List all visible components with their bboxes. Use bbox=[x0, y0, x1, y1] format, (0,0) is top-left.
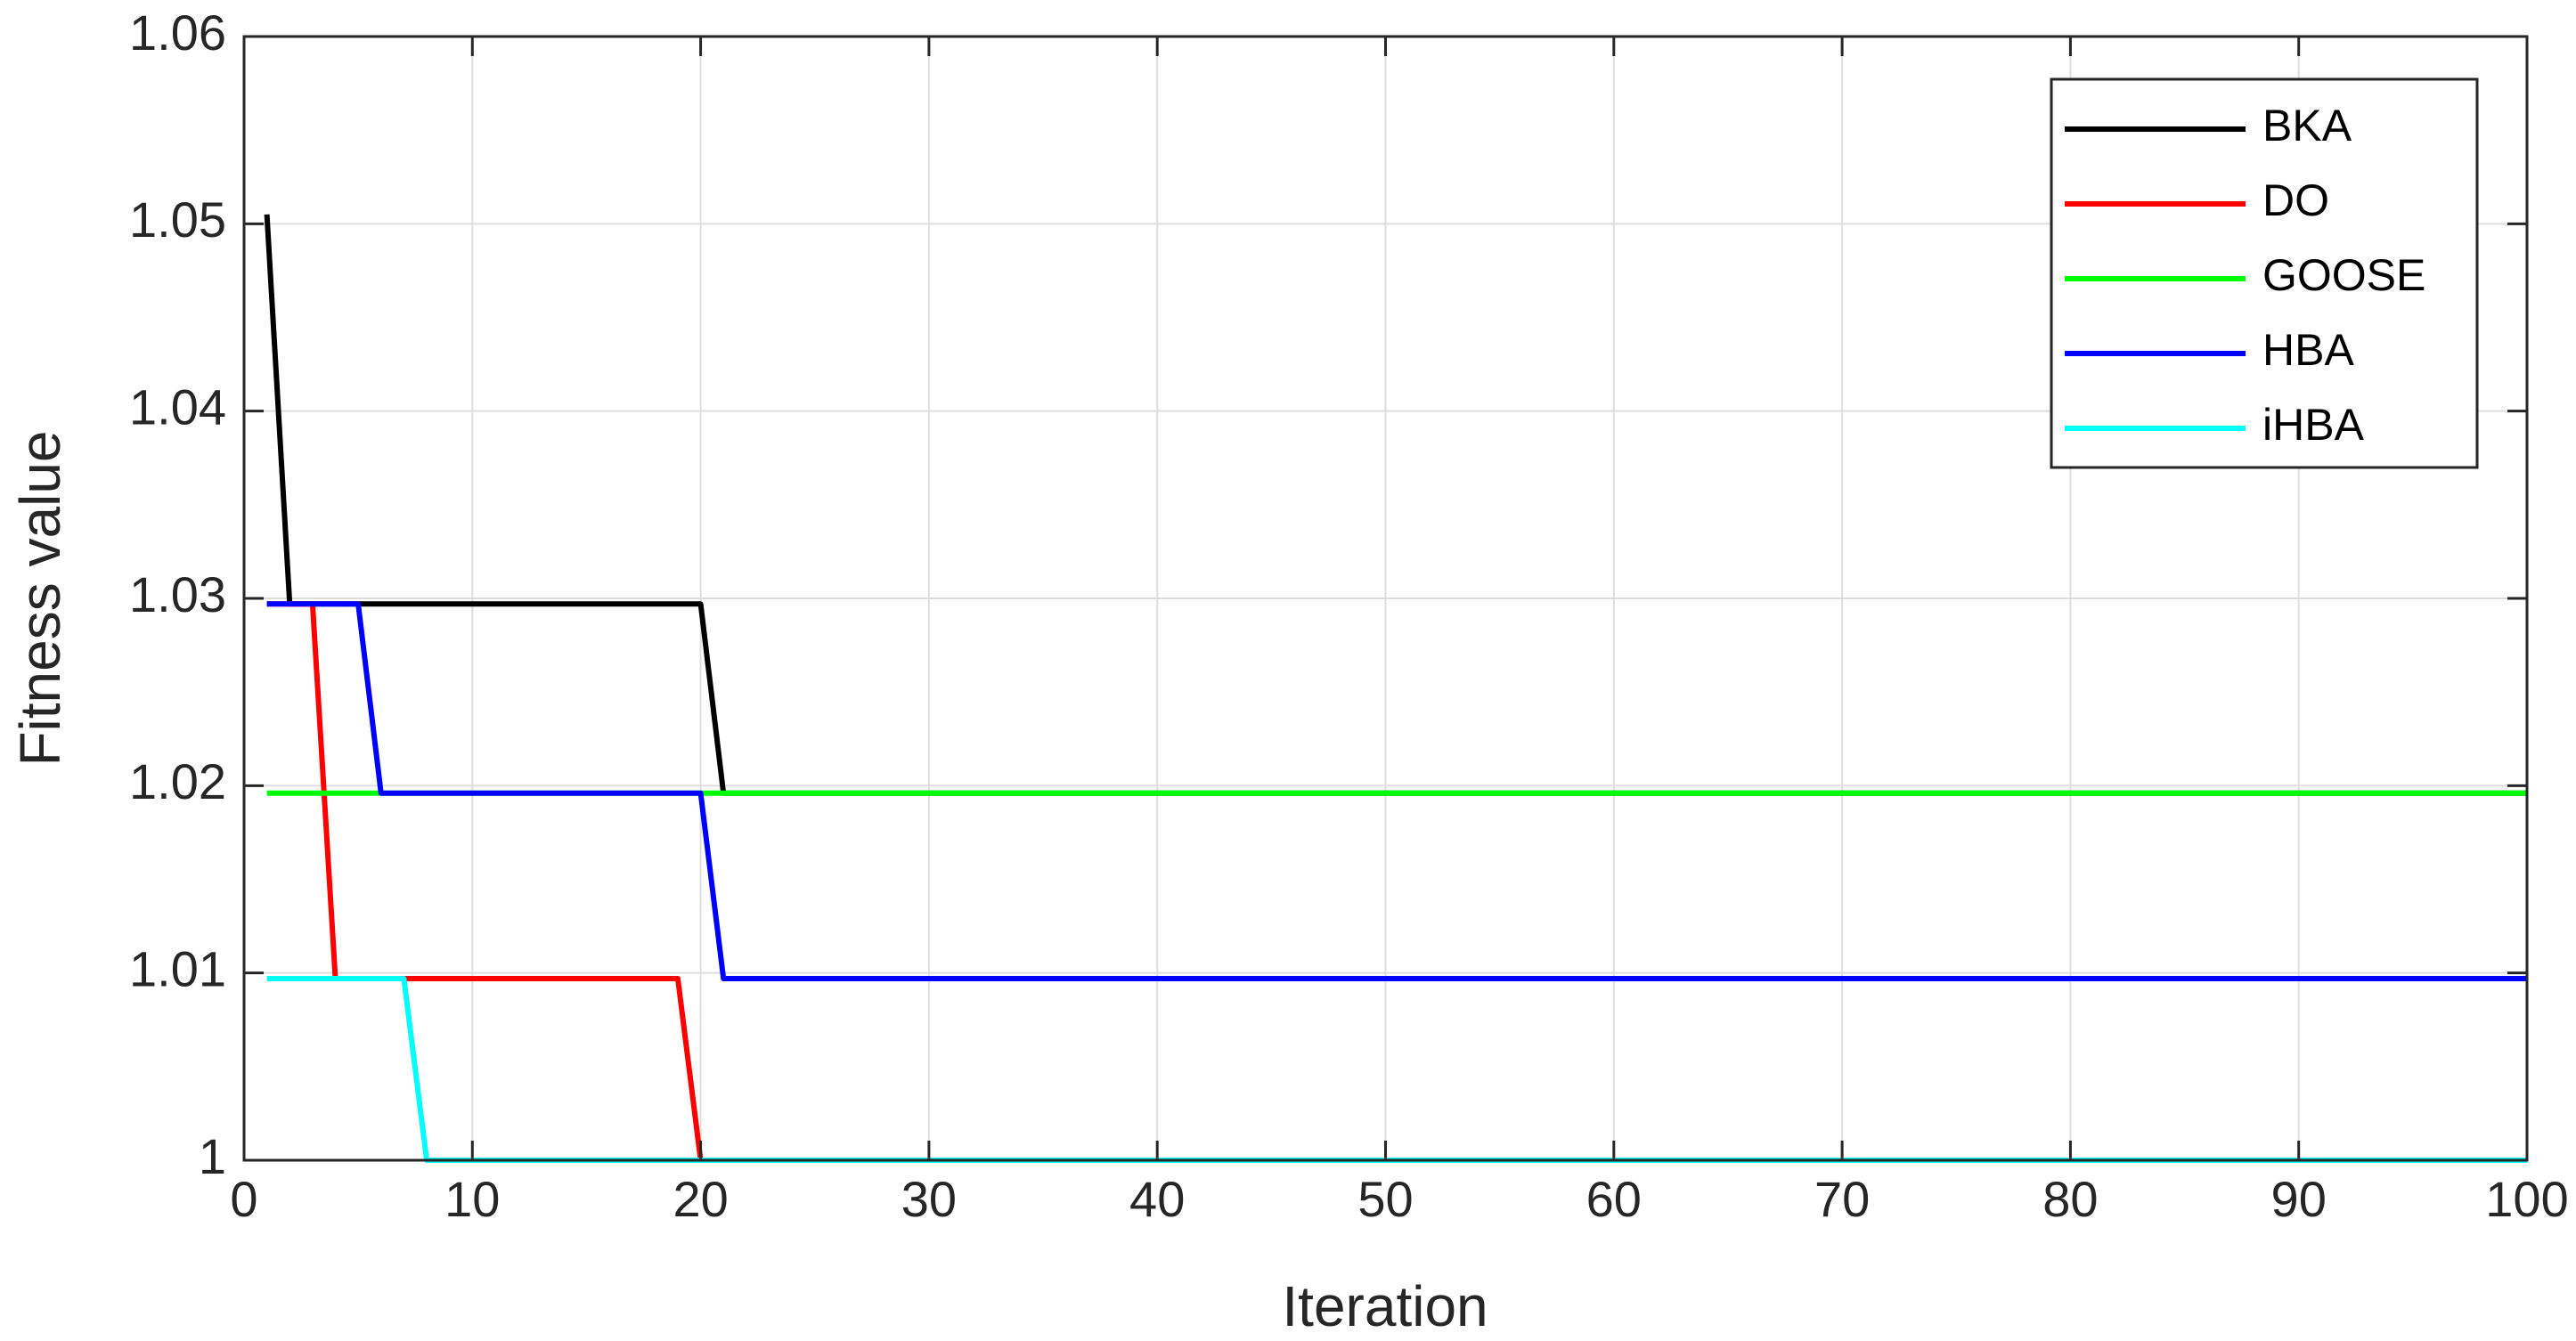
x-tick-label: 30 bbox=[901, 1171, 957, 1227]
x-tick-label: 100 bbox=[2485, 1171, 2568, 1227]
legend-label: DO bbox=[2262, 175, 2329, 225]
y-tick-label: 1 bbox=[199, 1128, 226, 1184]
x-axis-label: Iteration bbox=[1282, 1274, 1488, 1338]
x-tick-label: 20 bbox=[673, 1171, 728, 1227]
x-tick-label: 60 bbox=[1586, 1171, 1642, 1227]
legend-label: HBA bbox=[2262, 325, 2354, 375]
x-tick-label: 90 bbox=[2271, 1171, 2327, 1227]
x-tick-label: 80 bbox=[2042, 1171, 2098, 1227]
legend-label: iHBA bbox=[2262, 400, 2365, 450]
y-tick-label: 1.05 bbox=[129, 191, 226, 248]
ticks: 0 10 20 30 40 50 60 70 80 90 100 1 1.01 1.02 1.03 1.04 1… bbox=[129, 4, 2569, 1227]
y-tick-label: 1.03 bbox=[129, 566, 226, 622]
legend-box bbox=[2050, 77, 2479, 469]
legend-label: GOOSE bbox=[2262, 250, 2425, 300]
legend: BKA DO GOOSE HBA iHBA bbox=[2050, 77, 2479, 469]
series-line bbox=[266, 975, 2527, 1163]
y-tick-label: 1.01 bbox=[129, 940, 226, 996]
series-line bbox=[266, 601, 2527, 981]
y-tick-label: 1.04 bbox=[129, 378, 226, 435]
x-tick-label: 40 bbox=[1129, 1171, 1185, 1227]
y-tick-label: 1.02 bbox=[129, 753, 226, 809]
x-tick-label: 70 bbox=[1814, 1171, 1870, 1227]
y-axis-label: Fitness value bbox=[8, 430, 72, 766]
y-tick-label: 1.06 bbox=[129, 4, 226, 61]
x-tick-label: 10 bbox=[444, 1171, 500, 1227]
x-tick-label: 50 bbox=[1357, 1171, 1413, 1227]
series-line bbox=[266, 601, 2527, 1163]
x-tick-label: 0 bbox=[230, 1171, 257, 1227]
legend-label: BKA bbox=[2262, 101, 2352, 150]
